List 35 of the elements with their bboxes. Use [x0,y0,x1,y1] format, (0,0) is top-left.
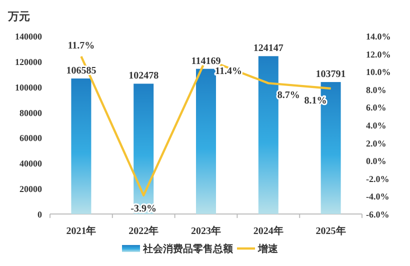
y-tick-label: 80000 [20,108,42,118]
data-label: 102478 [128,70,159,82]
x-tick-label: 2021年 [66,225,96,237]
data-label: -3.9% [130,203,157,214]
y-tick-label: 0 [38,210,42,220]
bar [71,78,92,214]
y-tick-label: 40000 [20,158,42,169]
y-tick-label: 140000 [15,32,42,42]
y2-tick-label: 12.0% [366,49,391,60]
y-tick-label: 20000 [20,184,42,194]
y-axis-title: 万元 [7,11,30,23]
y2-tick-label: -6.0% [366,210,390,220]
bar [196,68,216,214]
y-tick-label: 120000 [15,56,42,67]
y2-tick-label: 8.0% [366,84,386,95]
y-tick-label: 60000 [20,133,42,144]
data-label: 11.7% [68,40,95,52]
x-tick-label: 2022年 [128,225,159,237]
data-label: 124147 [253,43,284,54]
y2-tick-label: 4.0% [366,120,386,130]
bar [258,56,278,214]
y2-tick-label: 0.0% [366,156,386,166]
y2-tick-label: -4.0% [366,192,390,202]
y2-tick-label: 6.0% [366,102,386,113]
legend-label: 增速 [257,243,279,255]
data-label: 103791 [316,69,346,80]
y2-tick-label: 14.0% [366,32,391,42]
y2-tick-label: 10.0% [366,67,391,78]
y2-tick-label: -2.0% [366,174,390,184]
x-tick-label: 2024年 [253,225,284,237]
legend-label: 社会消费品零售总额 [142,243,234,255]
x-tick-label: 2025年 [316,225,346,237]
y-tick-label: 100000 [15,82,42,92]
x-tick-label: 2023年 [191,225,221,237]
y2-tick-label: 2.0% [366,138,386,148]
